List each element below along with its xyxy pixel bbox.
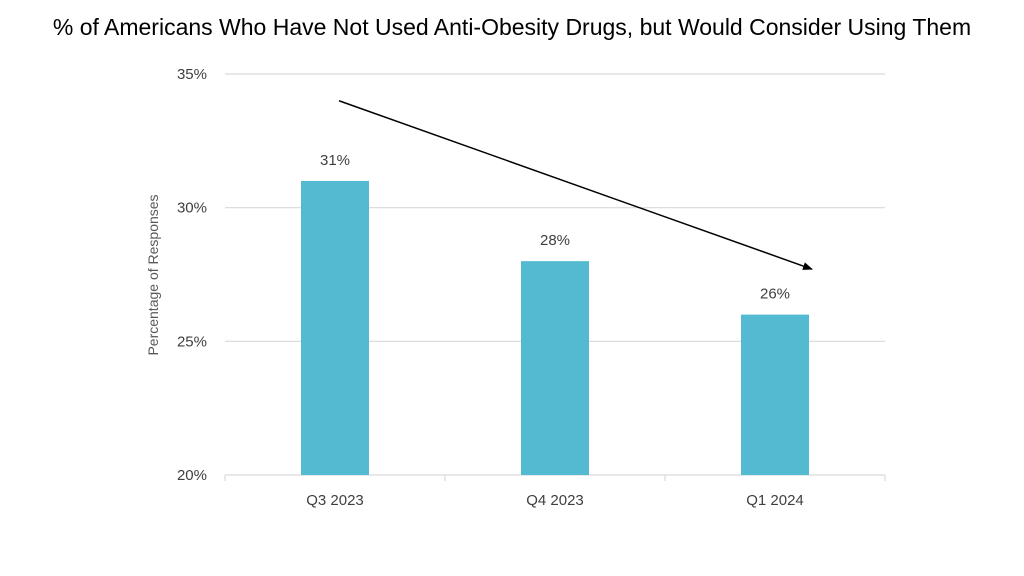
- data-label: 26%: [760, 286, 790, 303]
- bar: [521, 261, 589, 475]
- data-label: 28%: [540, 232, 570, 249]
- y-tick-label: 30%: [177, 200, 207, 217]
- y-tick-label: 35%: [177, 66, 207, 83]
- y-axis-title: Percentage of Responses: [145, 194, 161, 355]
- chart-title: % of Americans Who Have Not Used Anti-Ob…: [52, 14, 972, 40]
- x-tick-label: Q4 2023: [526, 492, 584, 509]
- x-tick-label: Q3 2023: [306, 492, 364, 509]
- bar: [301, 180, 369, 475]
- y-tick-label: 20%: [177, 467, 207, 484]
- trend-arrow: [338, 100, 813, 270]
- x-tick-label: Q1 2024: [746, 492, 804, 509]
- bar: [741, 314, 809, 475]
- y-tick-label: 25%: [177, 333, 207, 350]
- data-label: 31%: [320, 152, 350, 169]
